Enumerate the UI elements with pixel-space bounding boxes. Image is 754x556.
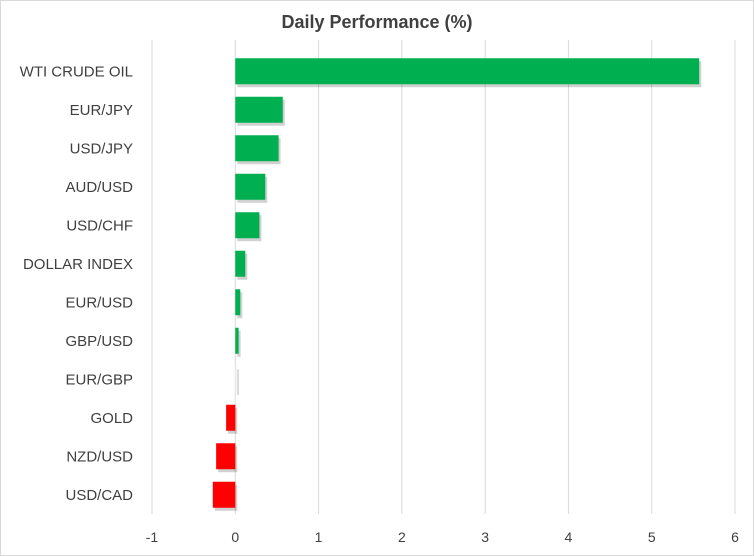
bar [235, 58, 700, 85]
bar [235, 212, 260, 239]
x-tick-label: -1 [146, 529, 159, 545]
bar [235, 173, 266, 200]
x-tick-label: 4 [565, 529, 573, 545]
bar [235, 289, 241, 316]
bar [235, 366, 237, 393]
bar [212, 481, 236, 508]
category-label: GBP/USD [65, 333, 133, 350]
chart-title: Daily Performance (%) [281, 12, 473, 32]
category-label: USD/CAD [65, 487, 133, 504]
bar-shadow [237, 369, 239, 396]
category-label: NZD/USD [66, 448, 133, 465]
x-tick-label: 2 [398, 529, 406, 545]
x-tick-label: 1 [315, 529, 323, 545]
category-label: EUR/USD [65, 294, 133, 311]
bar [235, 250, 246, 277]
bar-shadow [237, 330, 241, 357]
x-tick-label: 0 [231, 529, 239, 545]
bar [235, 327, 239, 354]
x-tick-label: 5 [648, 529, 656, 545]
bar [226, 404, 236, 431]
category-label: USD/JPY [70, 140, 133, 157]
category-label: DOLLAR INDEX [23, 256, 133, 273]
category-label: WTI CRUDE OIL [20, 63, 133, 80]
category-label: GOLD [90, 410, 133, 427]
category-label: USD/CHF [66, 217, 133, 234]
bar [235, 96, 283, 123]
x-tick-label: 3 [481, 529, 489, 545]
x-tick-label: 6 [731, 529, 739, 545]
category-label: EUR/JPY [70, 102, 133, 119]
category-label: AUD/USD [65, 179, 133, 196]
category-label: EUR/GBP [65, 371, 133, 388]
bar [216, 443, 236, 470]
bar [235, 135, 279, 162]
